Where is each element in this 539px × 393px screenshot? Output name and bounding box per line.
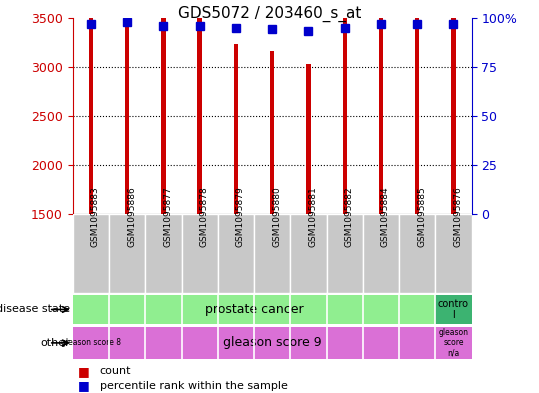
Bar [254,214,291,293]
Text: GSM1095886: GSM1095886 [127,186,136,247]
Bar [109,327,436,359]
Text: GDS5072 / 203460_s_at: GDS5072 / 203460_s_at [178,6,361,22]
Bar [109,214,146,293]
Text: gleason score 9: gleason score 9 [223,336,321,349]
Text: prostate cancer: prostate cancer [205,303,303,316]
Text: disease state: disease state [0,305,70,314]
Text: count: count [100,366,131,376]
Text: contro
l: contro l [438,299,469,320]
Text: GSM1095878: GSM1095878 [199,186,209,247]
Bar [182,214,218,293]
Bar [436,327,472,359]
Text: ■: ■ [78,365,90,378]
Text: ■: ■ [78,379,90,393]
Bar [73,327,109,359]
Text: GSM1095876: GSM1095876 [453,186,462,247]
Text: gleason score 8: gleason score 8 [61,338,121,347]
Bar [363,214,399,293]
Bar [161,17,165,214]
Bar [306,64,310,214]
Bar [218,214,254,293]
Bar [197,0,202,214]
Bar [451,0,455,214]
Bar [379,0,383,214]
Text: other: other [40,338,70,348]
Bar [327,214,363,293]
Text: GSM1095877: GSM1095877 [163,186,172,247]
Text: GSM1095882: GSM1095882 [345,186,354,247]
Bar [234,44,238,214]
Text: GSM1095884: GSM1095884 [381,186,390,247]
Bar [73,214,109,293]
Text: GSM1095883: GSM1095883 [91,186,100,247]
Bar [399,214,436,293]
Bar [125,0,129,214]
Text: GSM1095881: GSM1095881 [308,186,317,247]
Text: GSM1095885: GSM1095885 [417,186,426,247]
Bar [146,214,182,293]
Bar [436,296,472,324]
Text: gleason
score
n/a: gleason score n/a [439,328,468,358]
Bar [270,51,274,214]
Text: GSM1095880: GSM1095880 [272,186,281,247]
Bar [436,214,472,293]
Text: GSM1095879: GSM1095879 [236,186,245,247]
Bar [89,0,93,214]
Bar [343,0,347,214]
Bar [291,214,327,293]
Bar [415,0,419,214]
Text: percentile rank within the sample: percentile rank within the sample [100,381,288,391]
